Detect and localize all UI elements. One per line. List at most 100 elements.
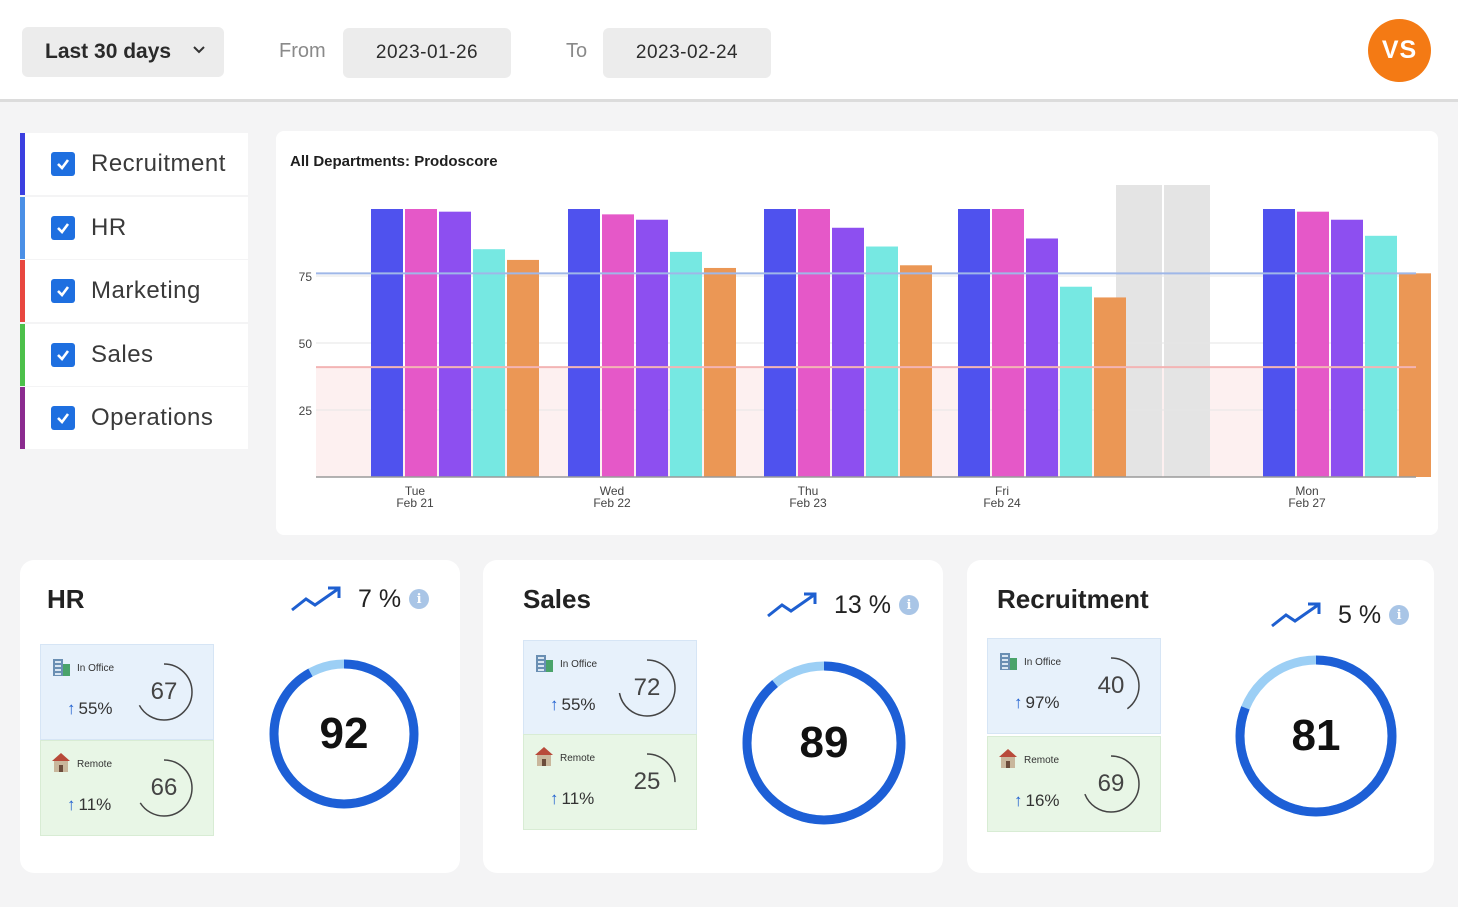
bar[interactable] (866, 246, 898, 477)
to-date-field[interactable]: 2023-02-24 (603, 28, 771, 78)
filter-item-recruitment[interactable]: Recruitment (20, 133, 248, 195)
in-office-panel: In Office ↑ 97% 40 (987, 638, 1161, 734)
checkmark-icon (57, 222, 70, 234)
home-icon (999, 749, 1017, 768)
date-range-dropdown[interactable]: Last 30 days (22, 27, 224, 77)
checkmark-icon (57, 159, 70, 170)
mini-score-value: 25 (633, 768, 661, 795)
bar[interactable] (1094, 297, 1126, 477)
bar[interactable] (568, 209, 600, 477)
overall-score: 89 (799, 718, 849, 767)
checkbox[interactable] (51, 215, 75, 240)
bar[interactable] (507, 259, 539, 477)
bar[interactable] (636, 219, 668, 477)
location-percent: ↑ 97% (1014, 693, 1060, 713)
bar[interactable] (405, 209, 437, 477)
from-date-field[interactable]: 2023-01-26 (343, 28, 511, 78)
bar[interactable] (670, 251, 702, 477)
bar[interactable] (473, 249, 505, 477)
bar[interactable] (371, 209, 403, 477)
dept-name: Sales (523, 584, 591, 614)
trend-percent: 7 % (358, 584, 402, 613)
x-tick-date: Feb 27 (1288, 496, 1326, 510)
dept-name: HR (47, 584, 85, 614)
bar[interactable] (764, 209, 796, 477)
checkbox[interactable] (51, 279, 75, 303)
bar[interactable] (1060, 286, 1092, 477)
x-tick-date: Feb 22 (593, 496, 631, 510)
filter-item-operations[interactable]: Operations (20, 387, 248, 449)
avatar-initials: VS (1381, 36, 1418, 64)
trend-percent: 13 % (834, 590, 891, 619)
y-tick-label: 25 (299, 404, 313, 418)
trend-indicator: 5 % i (1270, 600, 1410, 630)
filter-item-marketing[interactable]: Marketing (20, 260, 248, 322)
bar[interactable] (1365, 235, 1397, 477)
dept-card-sales[interactable]: Sales 13 % i In Office ↑ 55% 72 Remote ↑ 11% 25 89 (483, 560, 943, 873)
location-percent: ↑ 55% (67, 699, 113, 719)
up-arrow-icon: ↑ (67, 699, 76, 718)
bar[interactable] (798, 209, 830, 477)
dept-card-hr[interactable]: HR 7 % i In Office ↑ 55% 67 Remote ↑ 11% 66 92 (20, 560, 460, 873)
bar[interactable] (439, 211, 471, 477)
date-range-label: Last 30 days (45, 40, 172, 63)
mini-score-value: 69 (1097, 770, 1125, 797)
bar[interactable] (602, 214, 634, 478)
info-icon[interactable]: i (898, 595, 919, 615)
up-arrow-icon: ↑ (1014, 693, 1023, 712)
bar[interactable] (832, 227, 864, 477)
mini-score-gauge (618, 659, 676, 717)
checkbox[interactable] (51, 342, 75, 367)
mini-score-gauge (618, 753, 676, 811)
mini-score-gauge (135, 759, 193, 817)
trend-percent: 5 % (1338, 600, 1382, 629)
office-building-icon (53, 659, 70, 676)
x-tick-day: Wed (600, 484, 624, 498)
no-data-column (1164, 185, 1210, 477)
filter-item-hr[interactable]: HR (20, 196, 248, 259)
user-avatar[interactable]: VS (1368, 19, 1431, 82)
bar[interactable] (1297, 211, 1329, 477)
bar[interactable] (900, 265, 932, 477)
in-office-panel: In Office ↑ 55% 67 (40, 644, 214, 740)
checkbox[interactable] (51, 406, 75, 430)
info-icon[interactable]: i (1389, 605, 1410, 625)
percent-value: 55% (78, 699, 113, 718)
location-label: In Office (560, 659, 598, 670)
bar[interactable] (1026, 238, 1058, 477)
percent-value: 11% (561, 789, 595, 808)
bar[interactable] (1331, 219, 1363, 477)
bar[interactable] (1263, 209, 1295, 477)
checkmark-icon (57, 413, 70, 424)
checkbox[interactable] (51, 152, 75, 176)
bar[interactable] (992, 209, 1024, 477)
location-percent: ↑ 11% (67, 795, 111, 815)
trending-up-icon (291, 586, 341, 612)
y-tick-label: 50 (299, 337, 313, 351)
home-icon (52, 753, 70, 772)
x-tick-day: Mon (1295, 484, 1318, 498)
bar[interactable] (958, 209, 990, 477)
mini-score-gauge (135, 663, 193, 721)
mini-score-value: 72 (633, 674, 661, 701)
top-bar: Last 30 days From 2023-01-26 To 2023-02-… (0, 0, 1458, 102)
location-label: Remote (560, 753, 596, 764)
bar[interactable] (704, 267, 736, 477)
filter-item-sales[interactable]: Sales (20, 323, 248, 386)
dept-card-recruitment[interactable]: Recruitment 5 % i In Office ↑ 97% 40 Remote ↑ 16%… (967, 560, 1434, 873)
trending-up-icon (767, 592, 817, 618)
location-label: Remote (1024, 755, 1060, 766)
location-percent: ↑ 55% (550, 695, 596, 715)
location-label: Remote (77, 759, 113, 770)
overall-score: 81 (1291, 711, 1341, 760)
bar[interactable] (1399, 273, 1431, 477)
dept-name: Recruitment (997, 584, 1149, 614)
in-office-panel: In Office ↑ 55% 72 (523, 640, 697, 736)
remote-panel: Remote ↑ 11% 25 (523, 734, 697, 830)
from-date-value: 2023-01-26 (375, 42, 479, 63)
mini-score-gauge (1082, 755, 1140, 813)
info-icon[interactable]: i (409, 589, 430, 609)
percent-value: 55% (561, 695, 596, 714)
filter-label: HR (91, 213, 127, 241)
